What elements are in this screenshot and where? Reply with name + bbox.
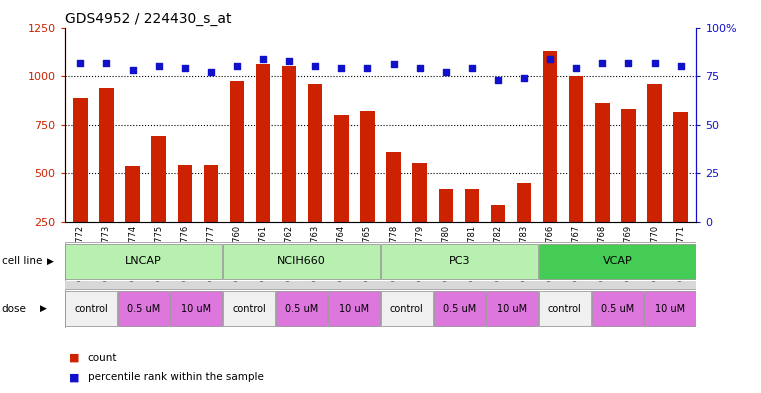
Point (231, 63, 243, 70)
Bar (99, 88, 113, 222)
Bar (434, 291, 486, 326)
Text: ▶: ▶ (47, 257, 54, 266)
Point (100, 59, 113, 66)
Point (674, 63, 686, 70)
Bar (387, 152, 401, 222)
Point (179, 65, 191, 72)
Point (413, 65, 425, 72)
Text: control: control (232, 303, 266, 314)
Bar (517, 183, 531, 222)
Text: 10 uM: 10 uM (655, 303, 685, 314)
Text: 10 uM: 10 uM (339, 303, 369, 314)
Text: ▶: ▶ (40, 304, 46, 313)
Bar (645, 291, 696, 326)
Bar (308, 84, 323, 222)
Point (622, 59, 635, 66)
Text: VCAP: VCAP (603, 256, 632, 266)
Bar (539, 244, 696, 279)
Bar (621, 109, 635, 222)
Point (518, 75, 530, 81)
Text: 0.5 uM: 0.5 uM (285, 303, 318, 314)
Text: control: control (548, 303, 581, 314)
Bar (204, 165, 218, 222)
Point (336, 65, 348, 72)
Text: ■: ■ (68, 372, 79, 382)
Point (648, 59, 661, 66)
Bar (539, 291, 591, 326)
Point (597, 59, 609, 66)
Point (544, 55, 556, 62)
Bar (360, 111, 374, 222)
Bar (569, 76, 584, 222)
Point (361, 65, 374, 72)
Bar (230, 81, 244, 222)
Text: PC3: PC3 (449, 256, 470, 266)
Bar (126, 165, 140, 222)
Point (309, 63, 321, 70)
Bar (648, 84, 662, 222)
Text: count: count (88, 353, 117, 363)
Bar (282, 66, 296, 222)
Text: 10 uM: 10 uM (497, 303, 527, 314)
Bar (177, 165, 192, 222)
Text: dose: dose (2, 303, 27, 314)
Text: percentile rank within the sample: percentile rank within the sample (88, 372, 263, 382)
Point (440, 69, 452, 75)
Bar (151, 136, 166, 222)
Bar (223, 291, 275, 326)
Point (205, 69, 217, 75)
Bar (491, 204, 505, 222)
Text: cell line: cell line (2, 256, 42, 266)
Bar (595, 103, 610, 222)
Bar (486, 291, 538, 326)
Text: NCIH660: NCIH660 (277, 256, 326, 266)
Bar (118, 291, 170, 326)
Text: LNCAP: LNCAP (126, 256, 162, 266)
Text: control: control (74, 303, 108, 314)
Bar (465, 189, 479, 222)
Bar (65, 291, 116, 326)
Text: 0.5 uM: 0.5 uM (443, 303, 476, 314)
Bar (438, 189, 453, 222)
Text: 10 uM: 10 uM (181, 303, 212, 314)
Bar (673, 112, 688, 222)
Bar (591, 291, 643, 326)
Bar (223, 244, 380, 279)
Bar (381, 291, 432, 326)
Bar (65, 244, 222, 279)
Bar (256, 64, 270, 222)
Point (492, 77, 504, 83)
Text: control: control (390, 303, 424, 314)
Point (152, 63, 164, 70)
Text: 0.5 uM: 0.5 uM (127, 303, 161, 314)
Text: GDS4952 / 224430_s_at: GDS4952 / 224430_s_at (65, 13, 231, 26)
Point (570, 65, 582, 72)
Point (387, 61, 400, 68)
Bar (170, 291, 222, 326)
Bar (334, 115, 349, 222)
Bar (275, 291, 327, 326)
Point (126, 67, 139, 73)
Bar (73, 97, 88, 222)
Point (466, 65, 478, 72)
Bar (412, 163, 427, 222)
Point (283, 57, 295, 64)
Point (75, 59, 87, 66)
Text: ■: ■ (68, 353, 79, 363)
Point (257, 55, 269, 62)
Bar (543, 51, 557, 222)
Text: 0.5 uM: 0.5 uM (600, 303, 634, 314)
Bar (329, 291, 380, 326)
Bar (381, 244, 538, 279)
